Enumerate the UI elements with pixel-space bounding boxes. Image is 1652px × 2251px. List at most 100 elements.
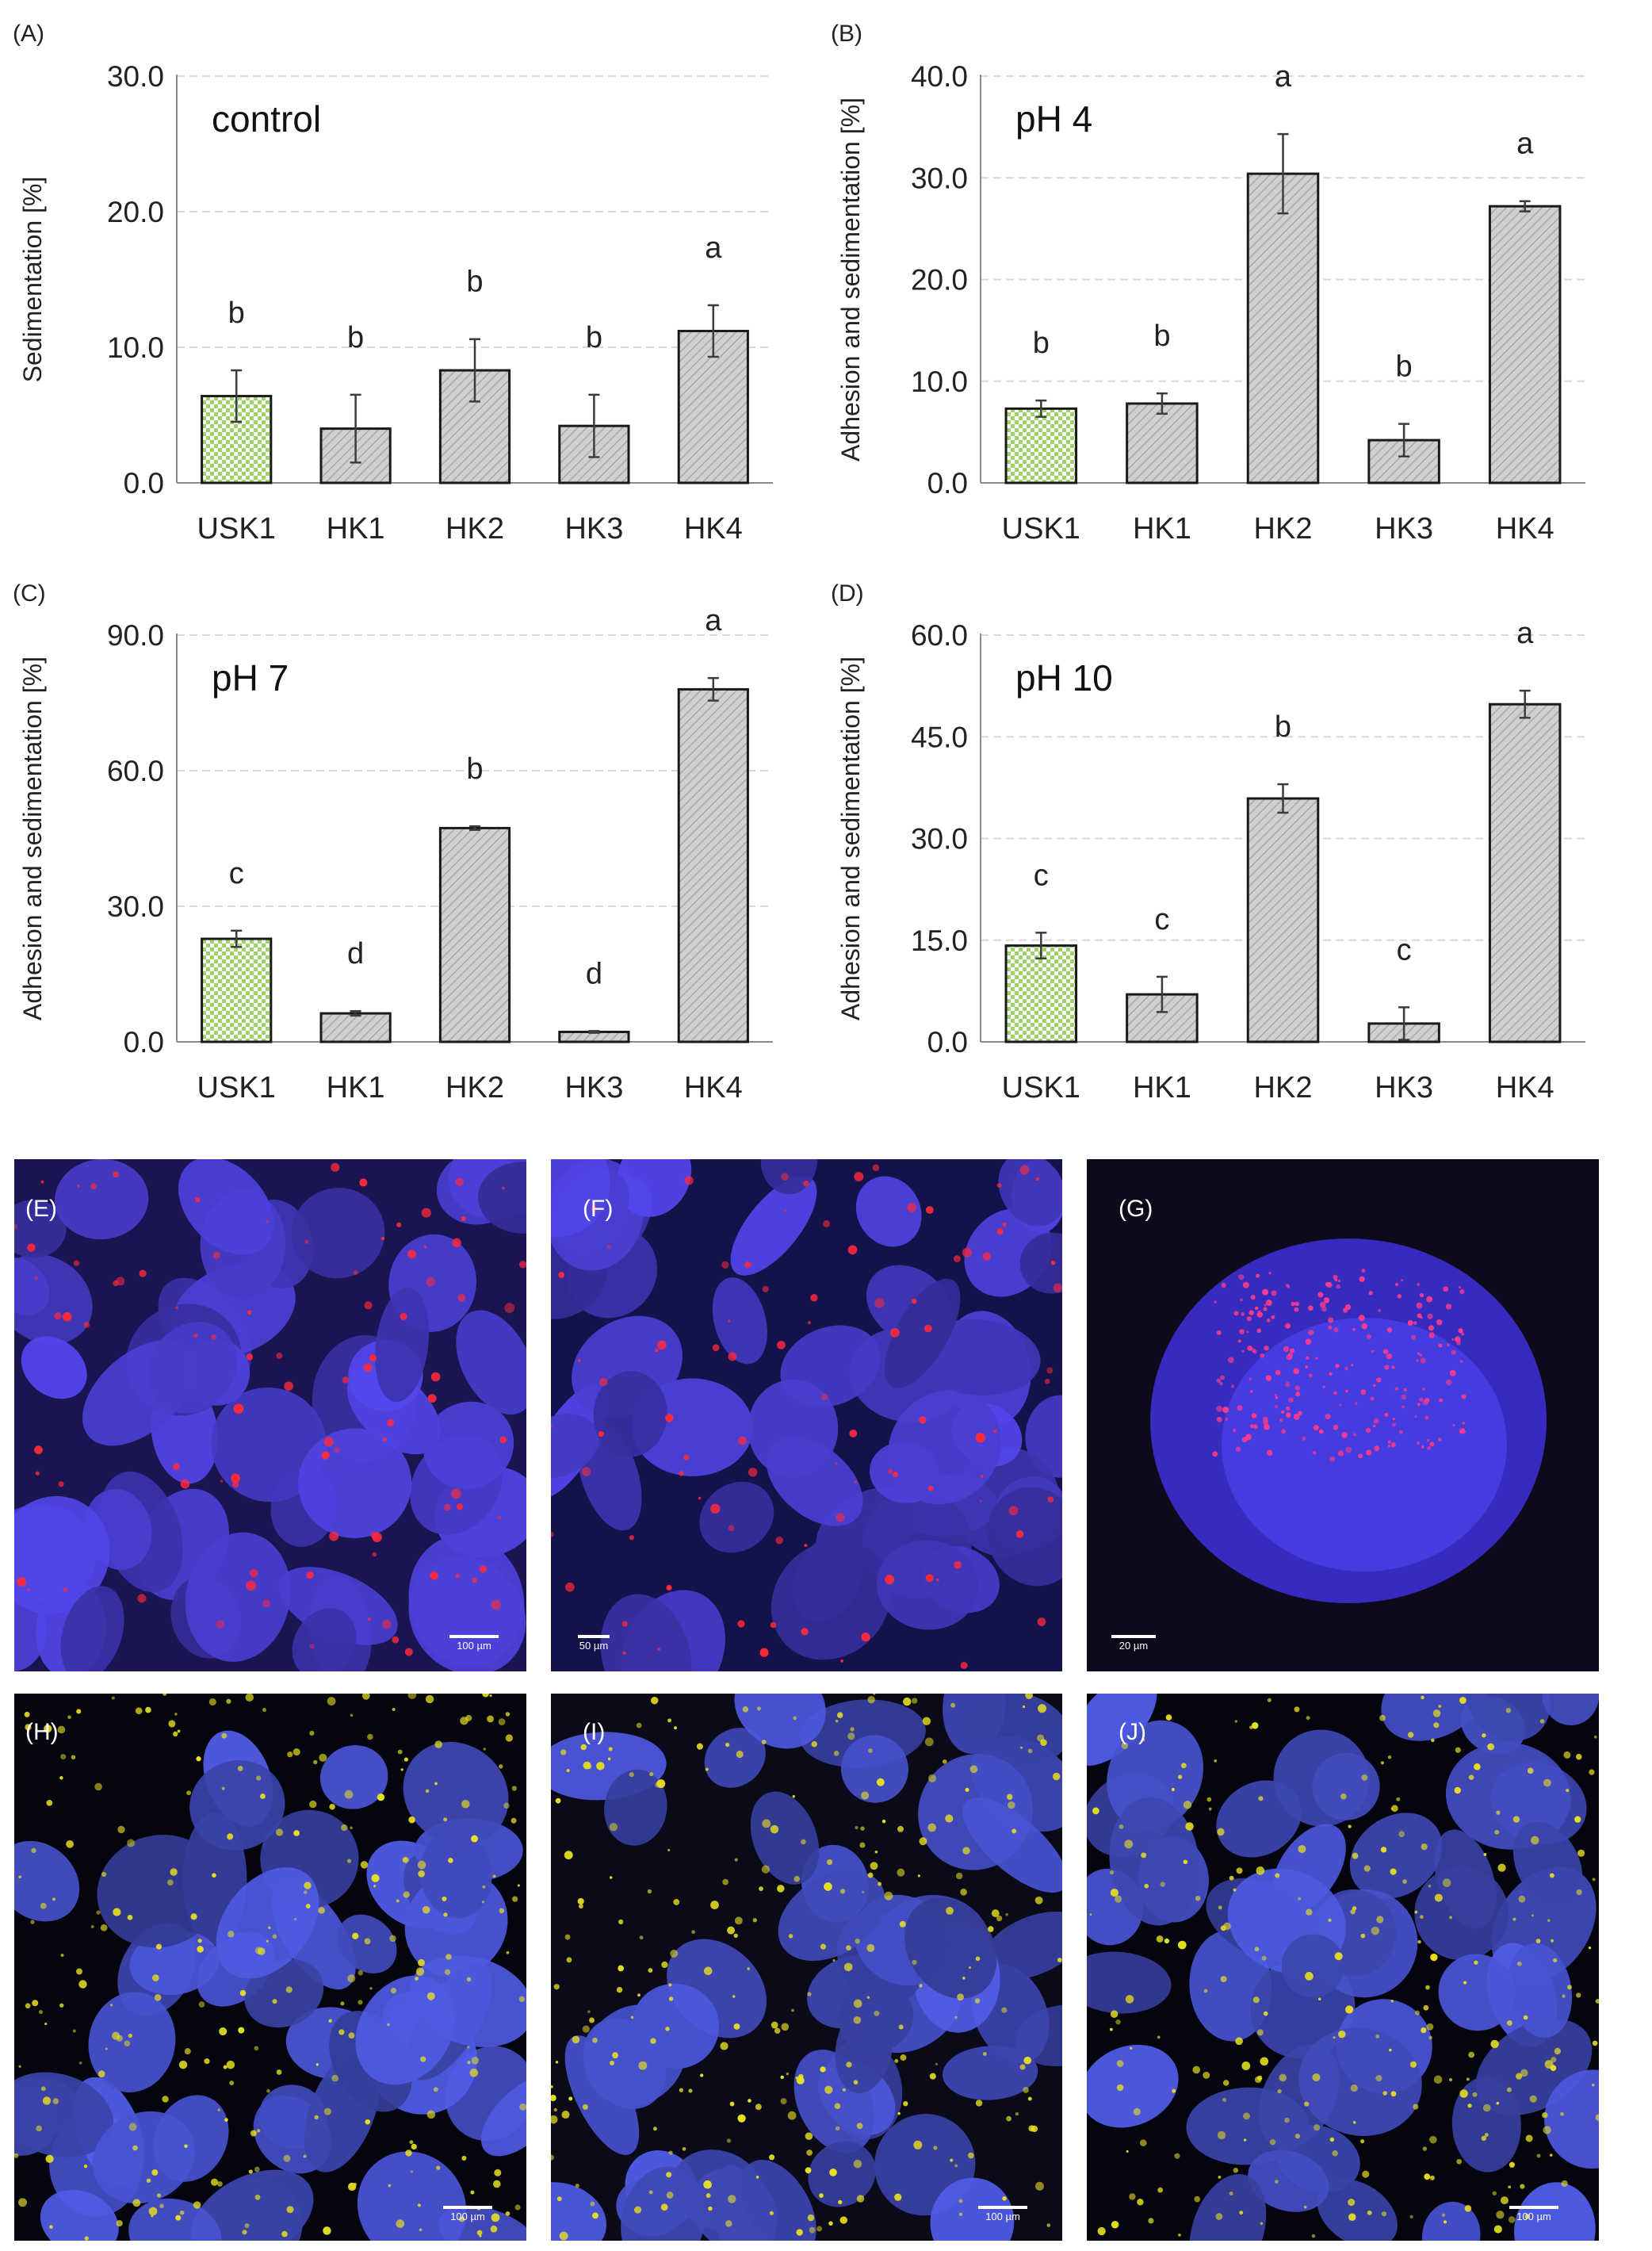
fluorescent-spot — [60, 1754, 67, 1760]
fluorescent-spot — [443, 1817, 448, 1822]
grain — [480, 2075, 526, 2157]
fluorescent-spot — [618, 1919, 624, 1924]
fluorescent-spot — [1116, 2084, 1124, 2092]
fluorescent-spot — [1212, 1451, 1218, 1457]
fluorescent-spot — [737, 1620, 745, 1628]
fluorescent-spot — [1246, 1316, 1252, 1322]
chart-inset-label: pH 4 — [1015, 98, 1092, 140]
fluorescent-spot — [1438, 1343, 1443, 1348]
fluorescent-spot — [331, 2074, 339, 2082]
fluorescent-spot — [661, 1961, 668, 1969]
grain — [617, 1159, 692, 1217]
fluorescent-spot — [1433, 1722, 1440, 1728]
fluorescent-spot — [725, 2220, 732, 2227]
grain — [1513, 1821, 1583, 1908]
fluorescent-spot — [1139, 2139, 1147, 2147]
fluorescent-spot — [823, 1219, 830, 1227]
grain — [1421, 2201, 1481, 2241]
fluorescent-spot — [466, 1977, 472, 1982]
fluorescent-spot — [1416, 1302, 1423, 1309]
fluorescent-spot — [224, 2118, 228, 2122]
fluorescent-spot — [1274, 1404, 1279, 1409]
fluorescent-spot — [425, 1694, 434, 1704]
fluorescent-spot — [1414, 2010, 1421, 2016]
fluorescent-spot — [387, 2023, 390, 2027]
fluorescent-spot — [1409, 2215, 1413, 2219]
fluorescent-spot — [396, 2219, 405, 2228]
fluorescent-spot — [622, 1651, 626, 1655]
fluorescent-spot — [806, 2150, 813, 2156]
fluorescent-spot — [1560, 2111, 1565, 2116]
fluorescent-spot — [221, 1732, 228, 1739]
fluorescent-spot — [1431, 1738, 1435, 1743]
fluorescent-spot — [1164, 1938, 1170, 1944]
fluorescent-spot — [196, 1756, 201, 1762]
fluorescent-spot — [1337, 1279, 1341, 1283]
fluorescent-spot — [1530, 1836, 1539, 1845]
fluorescent-spot — [1208, 1807, 1212, 1811]
fluorescent-spot — [30, 1920, 35, 1924]
fluorescent-spot — [228, 1931, 235, 1938]
fluorescent-spot — [367, 1733, 373, 1740]
fluorescent-spot — [1497, 1863, 1506, 1872]
bar-usk1 — [1004, 944, 1078, 1043]
fluorescent-spot — [1447, 1343, 1451, 1347]
fluorescent-spot — [262, 1599, 270, 1607]
fluorescent-spot — [180, 1479, 190, 1489]
fluorescent-spot — [950, 2158, 954, 2162]
fluorescent-spot — [1239, 1329, 1245, 1335]
fluorescent-spot — [284, 1381, 294, 1392]
fluorescent-spot — [1348, 2213, 1356, 2222]
fluorescent-spot — [1329, 2137, 1335, 2142]
fluorescent-spot — [598, 1431, 604, 1438]
fluorescent-spot — [1333, 1326, 1339, 1333]
y-axis-label: Adhesion and sedimentation [%] — [836, 657, 865, 1020]
micrograph-f-image — [551, 1159, 1062, 1671]
fluorescent-spot — [1333, 1424, 1339, 1430]
fluorescent-spot — [1386, 1353, 1393, 1360]
fluorescent-spot — [1398, 1831, 1405, 1837]
fluorescent-spot — [733, 1933, 738, 1938]
grain — [357, 2151, 467, 2241]
fluorescent-spot — [179, 2210, 185, 2215]
fluorescent-spot — [1516, 1961, 1522, 1966]
fluorescent-spot — [1287, 1285, 1291, 1288]
bar-hk2 — [1246, 172, 1320, 484]
fluorescent-spot — [872, 1164, 880, 1171]
grain — [771, 1540, 891, 1660]
fluorescent-spot — [780, 2075, 784, 2080]
fluorescent-spot — [363, 1363, 373, 1372]
fluorescent-spot — [770, 1824, 779, 1834]
fluorescent-spot — [564, 1934, 571, 1940]
fluorescent-spot — [90, 1925, 94, 1928]
fluorescent-spot — [1119, 1824, 1124, 1829]
fluorescent-spot — [407, 1250, 417, 1259]
micrograph-label: (E) — [25, 1196, 57, 1222]
fluorescent-spot — [761, 1740, 767, 1745]
fluorescent-spot — [60, 1953, 64, 1957]
fluorescent-spot — [1359, 1276, 1365, 1282]
fluorescent-spot — [1263, 2011, 1268, 2016]
fluorescent-spot — [1294, 1301, 1299, 1307]
fluorescent-spot — [101, 1871, 107, 1878]
fluorescent-spot — [1294, 2134, 1300, 2139]
fluorescent-spot — [954, 2164, 958, 2168]
fluorescent-spot — [38, 2010, 44, 2015]
fluorescent-spot — [657, 1340, 667, 1350]
fluorescent-spot — [403, 1757, 408, 1762]
fluorescent-spot — [1467, 2104, 1472, 2108]
fluorescent-spot — [1313, 1425, 1319, 1431]
fluorescent-spot — [1305, 1971, 1314, 1981]
fluorescent-spot — [1312, 2073, 1321, 2082]
fluorescent-spot — [346, 1859, 352, 1863]
fluorescent-spot — [360, 1861, 369, 1869]
fluorescent-spot — [979, 1499, 982, 1503]
fluorescent-spot — [637, 1993, 641, 1997]
fluorescent-spot — [621, 1621, 628, 1627]
fluorescent-spot — [1114, 1895, 1122, 1903]
y-tick-label: 60.0 — [911, 619, 968, 652]
fluorescent-spot — [381, 1619, 392, 1629]
fluorescent-spot — [1350, 1363, 1354, 1367]
fluorescent-spot — [1252, 1424, 1258, 1430]
fluorescent-spot — [1050, 1260, 1056, 1265]
